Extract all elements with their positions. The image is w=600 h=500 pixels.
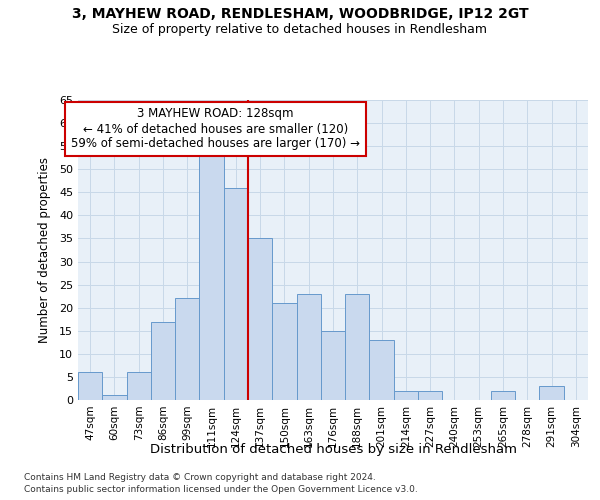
Text: Distribution of detached houses by size in Rendlesham: Distribution of detached houses by size … bbox=[149, 442, 517, 456]
Text: Size of property relative to detached houses in Rendlesham: Size of property relative to detached ho… bbox=[113, 22, 487, 36]
Bar bbox=[418, 391, 442, 400]
Bar bbox=[78, 372, 102, 400]
Bar bbox=[127, 372, 151, 400]
Bar bbox=[370, 340, 394, 400]
Bar bbox=[491, 391, 515, 400]
Bar bbox=[199, 151, 224, 400]
Bar bbox=[248, 238, 272, 400]
Text: 3, MAYHEW ROAD, RENDLESHAM, WOODBRIDGE, IP12 2GT: 3, MAYHEW ROAD, RENDLESHAM, WOODBRIDGE, … bbox=[71, 8, 529, 22]
Bar bbox=[539, 386, 564, 400]
Bar bbox=[321, 331, 345, 400]
Text: Contains HM Land Registry data © Crown copyright and database right 2024.: Contains HM Land Registry data © Crown c… bbox=[24, 472, 376, 482]
Y-axis label: Number of detached properties: Number of detached properties bbox=[38, 157, 50, 343]
Bar bbox=[345, 294, 370, 400]
Bar bbox=[102, 396, 127, 400]
Bar bbox=[272, 303, 296, 400]
Text: 3 MAYHEW ROAD: 128sqm
← 41% of detached houses are smaller (120)
59% of semi-det: 3 MAYHEW ROAD: 128sqm ← 41% of detached … bbox=[71, 108, 360, 150]
Bar bbox=[175, 298, 199, 400]
Text: Contains public sector information licensed under the Open Government Licence v3: Contains public sector information licen… bbox=[24, 485, 418, 494]
Bar bbox=[296, 294, 321, 400]
Bar bbox=[224, 188, 248, 400]
Bar bbox=[151, 322, 175, 400]
Bar bbox=[394, 391, 418, 400]
